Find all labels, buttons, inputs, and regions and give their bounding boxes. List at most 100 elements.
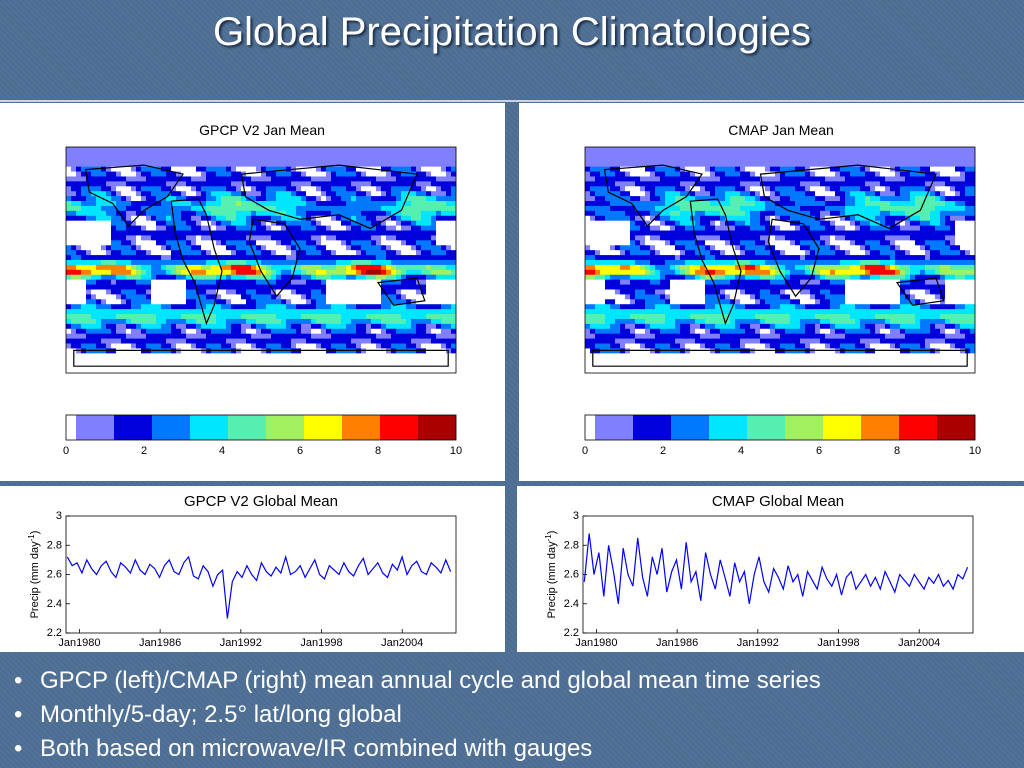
field-cell: [246, 205, 252, 212]
field-cell: [96, 156, 102, 163]
field-cell: [161, 358, 167, 364]
field-cell: [126, 151, 132, 158]
field-cell: [156, 358, 162, 364]
field-cell: [261, 181, 267, 187]
field-cell: [401, 147, 407, 153]
field-cell: [116, 338, 122, 344]
field-cell: [286, 156, 292, 163]
field-cell: [66, 353, 72, 359]
field-cell: [261, 147, 267, 153]
field-cell: [710, 171, 716, 177]
field-cell: [101, 260, 107, 266]
field-cell: [106, 171, 112, 177]
field-cell: [885, 171, 891, 177]
field-cell: [446, 269, 452, 276]
field-cell: [291, 240, 297, 246]
field-cell: [86, 348, 92, 354]
field-cell: [276, 176, 282, 182]
field-cell: [266, 161, 272, 167]
field-cell: [655, 156, 661, 163]
field-cell: [885, 201, 891, 207]
field-cell: [281, 353, 287, 359]
field-cell: [630, 147, 636, 153]
field-cell: [111, 358, 117, 364]
field-cell: [850, 171, 856, 177]
field-cell: [391, 318, 397, 325]
field-cell: [426, 156, 432, 163]
field-cell: [740, 196, 746, 202]
field-cell: [845, 176, 851, 182]
field-cell: [391, 348, 397, 354]
field-cell: [720, 171, 726, 177]
field-cell: [216, 240, 222, 246]
field-cell: [86, 176, 92, 182]
field-cell: [66, 343, 72, 349]
field-cell: [850, 225, 856, 231]
field-cell: [286, 205, 292, 212]
field-cell: [635, 171, 641, 177]
field-cell: [815, 161, 821, 167]
field-cell: [446, 274, 452, 280]
field-cell: [451, 279, 457, 285]
field-cell: [845, 156, 851, 163]
field-cell: [660, 210, 666, 217]
field-cell: [446, 240, 452, 246]
field-cell: [426, 176, 432, 182]
field-cell: [376, 333, 382, 339]
field-cell: [121, 260, 127, 266]
field-cell: [86, 245, 92, 251]
field-cell: [845, 161, 851, 167]
field-cell: [261, 323, 267, 330]
field-cell: [126, 196, 132, 202]
field-cell: [960, 151, 966, 158]
field-cell: [301, 269, 307, 276]
field-cell: [351, 358, 357, 364]
field-cell: [316, 220, 322, 226]
field-cell: [870, 196, 876, 202]
field-cell: [256, 314, 262, 320]
field-cell: [905, 196, 911, 202]
field-cell: [281, 156, 287, 163]
field-cell: [770, 176, 776, 182]
field-cell: [940, 215, 946, 221]
field-cell: [271, 171, 277, 177]
field-cell: [585, 215, 591, 221]
field-cell: [610, 210, 616, 217]
field-cell: [246, 181, 252, 187]
field-cell: [381, 191, 387, 197]
field-cell: [71, 255, 77, 261]
field-cell: [695, 171, 701, 177]
field-cell: [336, 274, 342, 280]
field-cell: [311, 348, 317, 354]
field-cell: [376, 215, 382, 221]
field-cell: [141, 166, 147, 172]
field-cell: [101, 318, 107, 325]
field-cell: [266, 156, 272, 163]
field-cell: [426, 279, 432, 285]
field-cell: [111, 210, 117, 217]
field-cell: [630, 151, 636, 158]
field-cell: [411, 358, 417, 364]
field-cell: [451, 255, 457, 261]
field-cell: [366, 181, 372, 187]
field-cell: [635, 166, 641, 172]
field-cell: [765, 210, 771, 217]
field-cell: [790, 181, 796, 187]
field-cell: [311, 328, 317, 334]
field-cell: [191, 314, 197, 320]
field-cell: [81, 161, 87, 167]
field-cell: [396, 245, 402, 251]
field-cell: [585, 201, 591, 207]
field-cell: [436, 294, 442, 300]
field-cell: [650, 215, 656, 221]
field-cell: [126, 230, 132, 236]
field-cell: [146, 353, 152, 359]
field-cell: [186, 147, 192, 153]
field-cell: [650, 147, 656, 153]
field-cell: [291, 314, 297, 320]
field-cell: [386, 147, 392, 153]
field-cell: [341, 201, 347, 207]
field-cell: [241, 358, 247, 364]
field-cell: [296, 328, 302, 334]
field-cell: [201, 156, 207, 163]
